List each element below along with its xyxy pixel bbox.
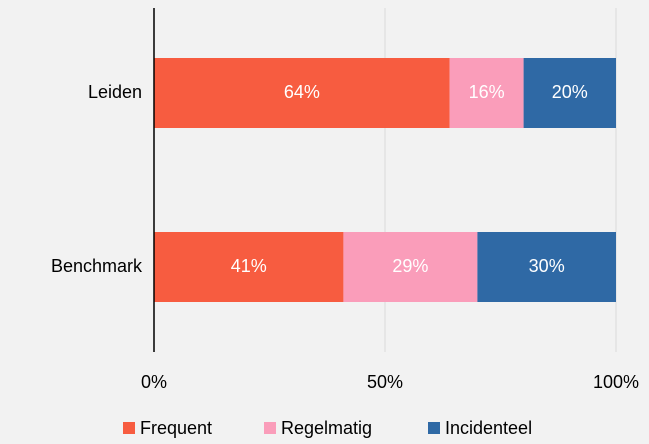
bar-segment <box>523 58 616 128</box>
legend-label: Regelmatig <box>281 418 372 438</box>
data-label: 20% <box>552 82 588 102</box>
legend-label: Incidenteel <box>445 418 532 438</box>
x-tick-label: 100% <box>593 372 639 392</box>
bar-segment <box>154 232 344 302</box>
bar-segment <box>449 58 524 128</box>
legend-swatch <box>264 422 276 434</box>
y-tick-label: Leiden <box>88 82 142 102</box>
data-label: 30% <box>529 256 565 276</box>
bar-segment <box>477 232 616 302</box>
bar-segment <box>343 232 478 302</box>
x-tick-label: 0% <box>141 372 167 392</box>
legend-label: Frequent <box>140 418 212 438</box>
data-label: 41% <box>231 256 267 276</box>
data-label: 29% <box>392 256 428 276</box>
x-tick-label: 50% <box>367 372 403 392</box>
bar-segment <box>154 58 450 128</box>
data-label: 64% <box>284 82 320 102</box>
legend-swatch <box>123 422 135 434</box>
legend-swatch <box>428 422 440 434</box>
y-tick-label: Benchmark <box>51 256 143 276</box>
data-label: 16% <box>469 82 505 102</box>
